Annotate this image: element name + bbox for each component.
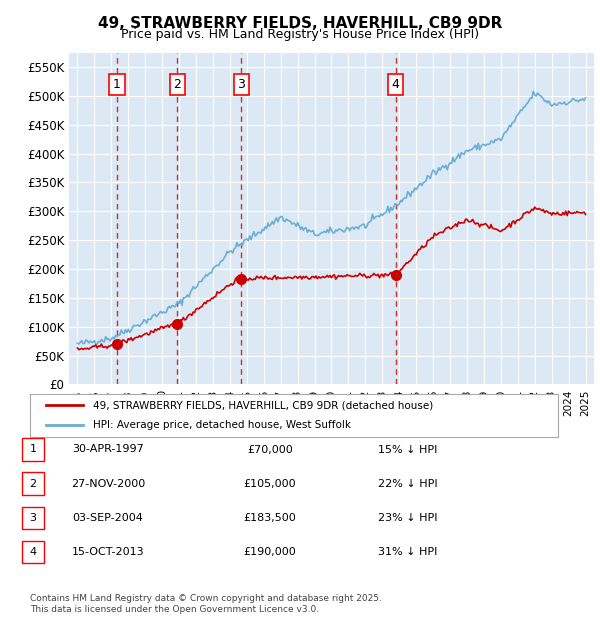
Text: Price paid vs. HM Land Registry's House Price Index (HPI): Price paid vs. HM Land Registry's House …	[121, 28, 479, 41]
Text: 22% ↓ HPI: 22% ↓ HPI	[378, 479, 438, 489]
Text: 2: 2	[173, 78, 181, 91]
Text: 49, STRAWBERRY FIELDS, HAVERHILL, CB9 9DR: 49, STRAWBERRY FIELDS, HAVERHILL, CB9 9D…	[98, 16, 502, 30]
Text: 3: 3	[29, 513, 37, 523]
Text: 31% ↓ HPI: 31% ↓ HPI	[379, 547, 437, 557]
Text: 2: 2	[29, 479, 37, 489]
Text: 27-NOV-2000: 27-NOV-2000	[71, 479, 145, 489]
Text: £190,000: £190,000	[244, 547, 296, 557]
Text: HPI: Average price, detached house, West Suffolk: HPI: Average price, detached house, West…	[94, 420, 352, 430]
Text: 15% ↓ HPI: 15% ↓ HPI	[379, 445, 437, 454]
Text: 49, STRAWBERRY FIELDS, HAVERHILL, CB9 9DR (detached house): 49, STRAWBERRY FIELDS, HAVERHILL, CB9 9D…	[94, 401, 434, 410]
Text: Contains HM Land Registry data © Crown copyright and database right 2025.
This d: Contains HM Land Registry data © Crown c…	[30, 595, 382, 614]
Text: 03-SEP-2004: 03-SEP-2004	[73, 513, 143, 523]
Text: £183,500: £183,500	[244, 513, 296, 523]
Text: 30-APR-1997: 30-APR-1997	[72, 445, 144, 454]
Text: 23% ↓ HPI: 23% ↓ HPI	[378, 513, 438, 523]
Text: £105,000: £105,000	[244, 479, 296, 489]
Text: 4: 4	[29, 547, 37, 557]
Text: 1: 1	[29, 445, 37, 454]
Text: 15-OCT-2013: 15-OCT-2013	[71, 547, 145, 557]
Text: £70,000: £70,000	[247, 445, 293, 454]
Text: 3: 3	[237, 78, 245, 91]
Text: 4: 4	[392, 78, 400, 91]
Text: 1: 1	[113, 78, 121, 91]
